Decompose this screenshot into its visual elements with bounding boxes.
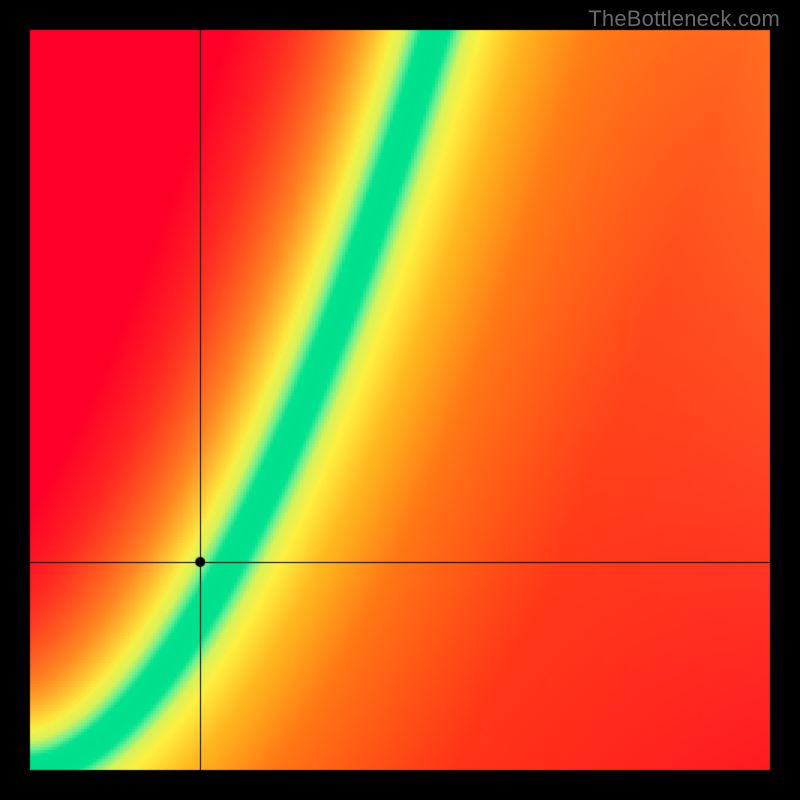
watermark-text: TheBottleneck.com (588, 6, 780, 32)
bottleneck-heatmap (0, 0, 800, 800)
chart-container: TheBottleneck.com (0, 0, 800, 800)
